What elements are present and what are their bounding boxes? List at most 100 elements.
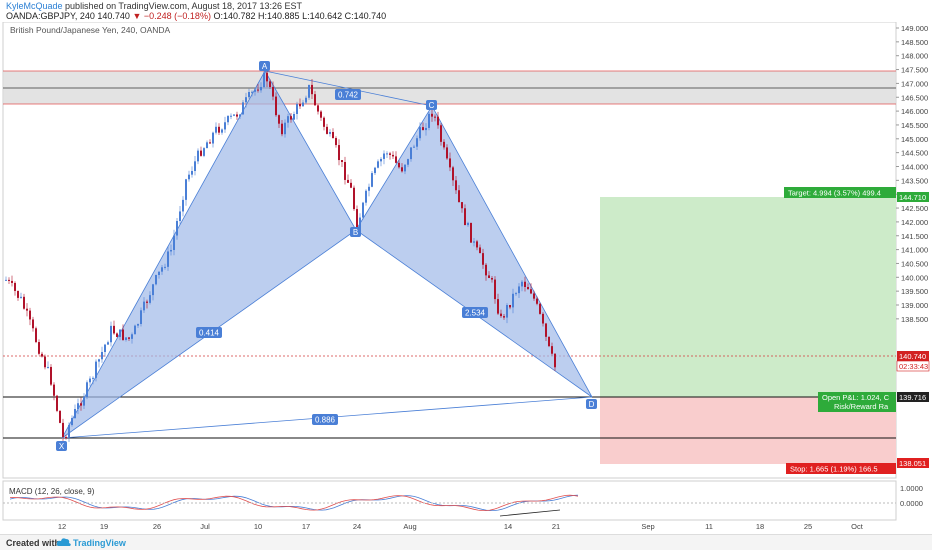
candle — [332, 132, 334, 139]
svg-text:Stop: 1.665 (1.19%) 166.5: Stop: 1.665 (1.19%) 166.5 — [790, 465, 878, 474]
candle — [461, 202, 463, 209]
price-axis[interactable]: 149.000 148.500 148.000 147.500 147.000 146.5… — [896, 24, 928, 324]
tradingview-brand[interactable]: TradingView — [73, 538, 126, 548]
price-axis-label: 138.500 — [901, 315, 928, 324]
candle — [539, 303, 541, 314]
price-axis-label: 144.500 — [901, 149, 928, 158]
candle — [500, 313, 502, 317]
candle — [110, 325, 112, 343]
candle — [83, 396, 85, 406]
point-d-label[interactable]: D — [586, 399, 597, 409]
candle — [146, 301, 148, 303]
time-axis[interactable]: 12 19 26 Jul 10 17 24 Aug 14 21 Sep 11 18 25 Oct — [58, 522, 864, 531]
point-x-label[interactable]: X — [56, 441, 67, 451]
time-axis-label: Sep — [641, 522, 654, 531]
candle — [41, 353, 43, 357]
candle — [254, 89, 256, 92]
candle — [338, 145, 340, 161]
candle — [398, 162, 400, 168]
candle — [305, 97, 307, 103]
candle — [188, 174, 190, 180]
candle — [449, 158, 451, 168]
candle — [374, 167, 376, 174]
candle — [491, 277, 493, 280]
author-link[interactable]: KyleMcQuade — [6, 1, 63, 11]
candle — [275, 96, 277, 116]
svg-text:138.051: 138.051 — [899, 459, 926, 468]
candle — [518, 286, 520, 294]
price-axis-label: 140.500 — [901, 259, 928, 268]
candle — [179, 211, 181, 221]
candle — [482, 253, 484, 265]
candle — [215, 126, 217, 133]
point-b-label[interactable]: B — [350, 227, 361, 237]
candle — [479, 247, 481, 254]
candle — [80, 403, 82, 406]
candle — [11, 280, 13, 283]
price-axis-label: 142.500 — [901, 204, 928, 213]
footer: Created with TradingView — [0, 534, 932, 550]
candle — [113, 325, 115, 334]
candle — [143, 301, 145, 311]
candle — [32, 319, 34, 329]
target-zone[interactable] — [600, 197, 896, 397]
candle — [293, 113, 295, 120]
candle — [434, 116, 436, 118]
candle — [359, 217, 361, 231]
down-arrow-icon: ▼ — [132, 11, 142, 21]
candle — [77, 403, 79, 409]
candle — [185, 179, 187, 200]
candle — [485, 264, 487, 276]
entry-price-tag: 139.716 — [897, 392, 929, 402]
time-axis-label: 19 — [100, 522, 108, 531]
candle — [209, 142, 211, 144]
close-value: C:140.740 — [344, 11, 387, 21]
candle — [245, 97, 247, 103]
target-label[interactable]: Target: 4.994 (3.57%) 499.4 — [784, 187, 896, 198]
candle — [401, 167, 403, 172]
candle — [176, 220, 178, 236]
candle — [302, 102, 304, 107]
macd-title: MACD (12, 26, close, 9) — [9, 487, 95, 496]
candle — [119, 329, 121, 337]
candle — [221, 129, 223, 133]
candle — [287, 116, 289, 123]
candle — [368, 186, 370, 191]
point-a-label[interactable]: A — [259, 61, 270, 71]
price-axis-label: 145.000 — [901, 135, 928, 144]
svg-text:0.414: 0.414 — [199, 329, 220, 338]
candle — [62, 422, 64, 437]
high-value: H:140.885 — [258, 11, 300, 21]
macd-pane[interactable] — [2, 480, 897, 521]
point-c-label[interactable]: C — [426, 100, 437, 110]
candle — [173, 235, 175, 250]
candle — [206, 142, 208, 149]
candle — [8, 279, 10, 281]
candle — [203, 148, 205, 156]
time-axis-label: 25 — [804, 522, 812, 531]
candle — [284, 122, 286, 135]
candle — [428, 113, 430, 128]
candle — [116, 333, 118, 337]
candle — [467, 222, 469, 226]
candle — [59, 410, 61, 423]
candle — [551, 346, 553, 354]
price-chart[interactable]: British Pound/Japanese Yen, 240, OANDA 1… — [0, 21, 932, 534]
stop-label[interactable]: Stop: 1.665 (1.19%) 166.5 — [786, 463, 896, 474]
svg-text:Target: 4.994 (3.57%) 499.4: Target: 4.994 (3.57%) 499.4 — [788, 189, 881, 198]
candle — [68, 425, 70, 438]
macd-axis-top: 1.0000 — [900, 484, 923, 493]
chart-header: KyleMcQuade published on TradingView.com… — [0, 0, 932, 22]
candle — [212, 132, 214, 144]
svg-text:02:33:43: 02:33:43 — [899, 362, 928, 371]
svg-text:A: A — [262, 62, 268, 71]
price-change: −0.248 (−0.18%) — [143, 11, 211, 21]
candle — [35, 328, 37, 343]
time-axis-label: Jul — [200, 522, 210, 531]
candle — [527, 287, 529, 290]
candle — [155, 274, 157, 285]
chart-area[interactable]: British Pound/Japanese Yen, 240, OANDA 1… — [0, 21, 932, 534]
pnl-label[interactable]: Open P&L: 1.024, C Risk/Reward Ra — [818, 392, 896, 412]
candle — [503, 316, 505, 318]
candle — [44, 356, 46, 368]
